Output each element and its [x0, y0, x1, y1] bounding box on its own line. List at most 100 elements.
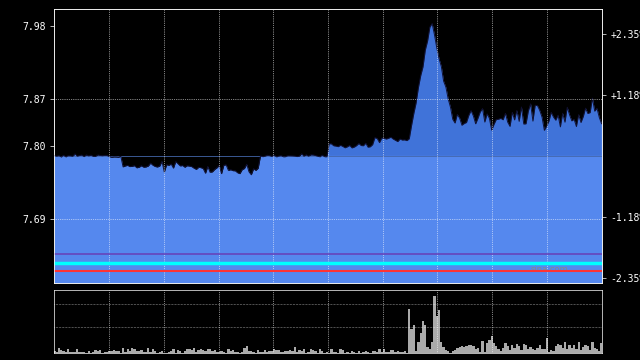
Bar [241, 352, 243, 353]
Bar [257, 350, 259, 353]
Bar [278, 350, 280, 353]
Bar [516, 345, 518, 353]
Bar [383, 350, 385, 353]
Bar [536, 348, 539, 353]
Bar [301, 351, 303, 353]
Bar [145, 352, 147, 353]
Bar [133, 349, 136, 353]
Bar [209, 349, 211, 353]
Bar [550, 350, 552, 353]
Bar [541, 349, 543, 353]
Bar [394, 352, 397, 353]
Bar [287, 351, 289, 353]
Bar [374, 351, 376, 353]
Bar [452, 351, 454, 353]
Text: sina.com: sina.com [531, 265, 568, 274]
Bar [561, 348, 564, 353]
Bar [367, 352, 369, 353]
Bar [216, 352, 218, 353]
Bar [88, 351, 90, 353]
Bar [335, 352, 337, 353]
Bar [268, 351, 271, 353]
Bar [76, 349, 79, 353]
Bar [294, 347, 296, 353]
Bar [99, 350, 101, 353]
Bar [600, 342, 603, 353]
Bar [593, 348, 596, 353]
Bar [520, 350, 523, 353]
Bar [108, 351, 111, 353]
Bar [266, 352, 268, 353]
Bar [577, 342, 580, 353]
Bar [598, 351, 600, 353]
Bar [280, 352, 282, 353]
Bar [193, 348, 195, 353]
Bar [543, 350, 545, 353]
Bar [502, 347, 504, 353]
Bar [445, 350, 447, 353]
Bar [486, 343, 488, 353]
Bar [518, 346, 520, 353]
Bar [321, 351, 323, 353]
Bar [365, 351, 367, 353]
Bar [243, 348, 246, 353]
Bar [436, 316, 438, 353]
Bar [230, 351, 232, 353]
Bar [413, 325, 415, 353]
Bar [397, 351, 399, 353]
Bar [461, 346, 463, 353]
Bar [566, 348, 568, 353]
Bar [424, 325, 426, 353]
Bar [271, 351, 273, 353]
Bar [264, 350, 266, 353]
Bar [404, 351, 406, 353]
Bar [490, 336, 493, 353]
Bar [53, 351, 56, 353]
Bar [532, 349, 534, 353]
Bar [362, 352, 365, 353]
Bar [539, 345, 541, 353]
Bar [385, 352, 388, 353]
Bar [312, 350, 314, 353]
Bar [138, 351, 140, 353]
Bar [442, 347, 445, 353]
Bar [481, 341, 484, 353]
Bar [465, 346, 468, 353]
Bar [191, 350, 193, 353]
Bar [438, 310, 440, 353]
Bar [58, 348, 60, 353]
Bar [289, 350, 291, 353]
Bar [246, 346, 248, 353]
Bar [259, 352, 262, 353]
Bar [220, 351, 223, 353]
Bar [232, 350, 234, 353]
Bar [63, 351, 65, 353]
Bar [214, 350, 216, 353]
Bar [559, 345, 561, 353]
Bar [154, 351, 156, 353]
Bar [504, 343, 507, 353]
Bar [170, 351, 172, 353]
Bar [111, 351, 113, 353]
Bar [454, 350, 456, 353]
Bar [333, 352, 335, 353]
Bar [79, 352, 81, 353]
Bar [298, 350, 301, 353]
Bar [529, 347, 532, 353]
Bar [509, 350, 511, 353]
Bar [234, 351, 236, 353]
Bar [275, 350, 278, 353]
Bar [204, 351, 207, 353]
Bar [124, 352, 127, 353]
Bar [184, 351, 186, 353]
Bar [472, 346, 474, 353]
Bar [172, 350, 175, 353]
Bar [390, 350, 392, 353]
Bar [589, 350, 591, 353]
Bar [557, 344, 559, 353]
Bar [136, 351, 138, 353]
Bar [401, 352, 404, 353]
Bar [168, 352, 170, 353]
Bar [95, 350, 97, 353]
Bar [511, 346, 513, 353]
